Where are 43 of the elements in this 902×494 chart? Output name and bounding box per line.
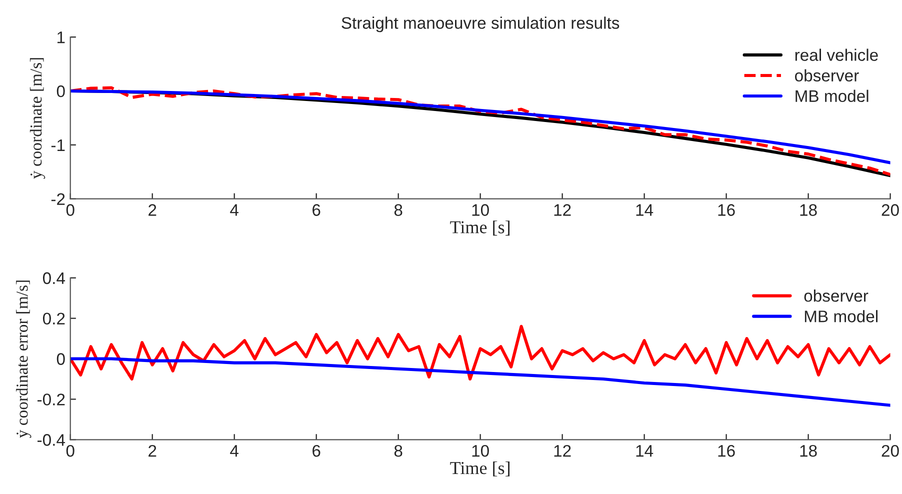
y-tick-label: -0.4 (38, 434, 66, 446)
x-tick-label: 10 (472, 204, 489, 216)
y-axis-title: ẏ coordinate error [m/s] (16, 280, 32, 438)
x-tick-label: 4 (230, 204, 238, 216)
x-tick-label: 8 (394, 204, 402, 216)
y-tick-label: -1 (51, 139, 65, 151)
x-tick-label: 12 (554, 444, 571, 457)
legend-label: observer (804, 290, 868, 302)
legend-label: observer (795, 69, 859, 82)
legend-label: MB model (804, 310, 878, 322)
y-axis-title: ẏ coordinate [m/s] (30, 58, 46, 179)
x-tick-label: 18 (800, 204, 817, 216)
x-tick-label: 0 (66, 444, 74, 457)
legend-label: real vehicle (795, 48, 878, 61)
x-tick-label: 4 (230, 445, 238, 457)
y-tick-label: -0.2 (38, 394, 65, 406)
y-tick-label: 0.2 (42, 312, 65, 325)
x-tick-label: 10 (472, 444, 489, 457)
x-axis-title: Time [s] (450, 461, 510, 476)
x-tick-label: 14 (636, 204, 654, 216)
x-tick-label: 20 (882, 204, 899, 216)
x-tick-label: 2 (148, 204, 156, 216)
x-tick-label: 16 (718, 444, 735, 457)
x-tick-label: 20 (882, 444, 899, 457)
y-tick-label: 1 (57, 32, 65, 44)
chart-title: Straight manoeuvre simulation results (342, 16, 620, 32)
x-tick-label: 2 (148, 444, 156, 457)
x-axis-title: Time [s] (450, 220, 510, 236)
x-tick-label: 18 (800, 444, 817, 457)
y-tick-label: 0.4 (42, 272, 66, 284)
x-tick-label: 8 (394, 444, 402, 457)
line-series (70, 357, 890, 407)
legend-label: MB model (796, 90, 868, 102)
x-tick-label: 6 (312, 204, 320, 216)
x-tick-label: 16 (718, 204, 735, 216)
x-tick-label: 14 (636, 445, 654, 457)
x-tick-label: 6 (312, 444, 320, 457)
line-series (70, 324, 890, 381)
x-tick-label: 0 (66, 204, 74, 216)
y-tick-label: -2 (51, 193, 65, 205)
y-tick-label: 0 (56, 353, 65, 365)
x-tick-label: 12 (554, 204, 571, 216)
y-tick-label: 0 (56, 85, 65, 98)
